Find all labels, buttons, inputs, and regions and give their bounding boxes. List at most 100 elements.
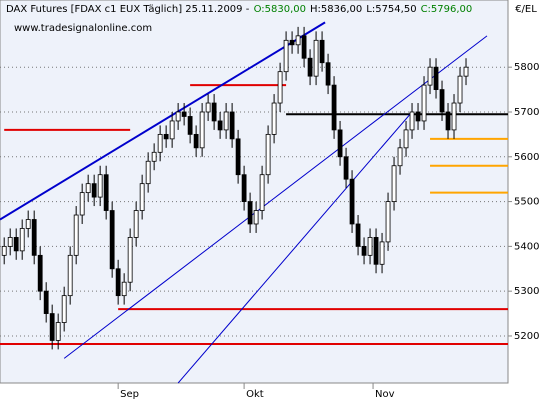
candle-body <box>1 245 7 256</box>
candle-body <box>193 133 199 149</box>
candle-body <box>73 214 79 256</box>
header-part: C:5796,00 <box>421 4 473 15</box>
y-tick-label: 5600 <box>514 152 539 163</box>
candle-body <box>307 57 313 77</box>
x-tick-label: Sep <box>120 389 139 400</box>
candle-body <box>13 237 19 252</box>
candle-body <box>169 120 175 140</box>
candle-body <box>109 210 115 270</box>
candle-body <box>457 75 463 104</box>
candle-body <box>121 281 127 297</box>
candle-body <box>331 84 337 131</box>
candle-body <box>19 228 25 252</box>
trend-line <box>177 111 413 384</box>
y-tick-label: 5500 <box>514 197 539 208</box>
y-tick-label: 5400 <box>514 241 539 252</box>
y-tick-label: 5200 <box>514 331 539 342</box>
candle-body <box>223 111 229 131</box>
candle-body <box>439 89 445 113</box>
candle-body <box>433 66 439 90</box>
header-part: L:5754,50 <box>366 4 416 15</box>
candle-body <box>67 254 73 297</box>
candle-body <box>349 178 355 225</box>
candle-body <box>91 183 97 198</box>
y-axis-label: €/EL <box>515 4 537 15</box>
candle-body <box>175 111 181 122</box>
candle-body <box>319 39 325 64</box>
candle-body <box>25 219 31 229</box>
candle-body <box>343 156 349 180</box>
candle-body <box>367 237 373 256</box>
candle-body <box>295 35 301 46</box>
x-tick-label: Okt <box>246 389 264 400</box>
candle-body <box>415 111 421 122</box>
candle-body <box>79 192 85 216</box>
candle-body <box>253 210 259 225</box>
candle-body <box>97 174 103 198</box>
trend-line <box>0 21 326 221</box>
candle-body <box>427 66 433 86</box>
candle-body <box>31 219 37 256</box>
candle-body <box>301 35 307 59</box>
candle-body <box>355 223 361 247</box>
candle-body <box>247 201 253 225</box>
candle-body <box>385 201 391 243</box>
candle-body <box>49 313 55 341</box>
candle-body <box>199 111 205 149</box>
candle-body <box>217 120 223 131</box>
header: DAX Futures [FDAX c1 EUX Täglich] 25.11.… <box>6 4 472 15</box>
candle-body <box>403 129 409 149</box>
candle-body <box>277 71 283 104</box>
candle-body <box>229 111 235 140</box>
header-part: O:5830,00 <box>254 4 306 15</box>
candle-body <box>337 129 343 158</box>
candle-body <box>325 62 331 86</box>
candle-body <box>181 111 187 117</box>
candle-body <box>259 174 265 211</box>
candle-body <box>421 84 427 122</box>
candle-body <box>409 111 415 131</box>
candle-body <box>379 241 385 265</box>
candle-body <box>463 66 469 77</box>
candle-body <box>163 133 169 140</box>
candle-body <box>235 138 241 176</box>
candle-body <box>61 295 67 323</box>
candle-body <box>289 39 295 46</box>
candle-body <box>37 254 43 292</box>
candle-body <box>55 322 61 341</box>
candle-body <box>127 237 133 283</box>
candle-body <box>151 151 157 162</box>
header-part: H:5836,00 <box>310 4 362 15</box>
y-tick-label: 5300 <box>514 286 539 297</box>
header-part: DAX Futures [FDAX c1 EUX Täglich] 25.11.… <box>6 4 250 15</box>
candle-body <box>205 102 211 113</box>
candle-body <box>145 160 151 185</box>
candle-body <box>397 147 403 167</box>
candle-body <box>133 210 139 238</box>
candle-body <box>115 268 121 297</box>
y-tick-label: 5800 <box>514 62 539 73</box>
candle-body <box>445 111 451 131</box>
y-tick-label: 5700 <box>514 107 539 118</box>
x-tick-label: Nov <box>375 389 395 400</box>
candle-body <box>271 102 277 135</box>
candle-body <box>391 165 397 202</box>
candle-body <box>103 174 109 211</box>
candle-body <box>451 102 457 131</box>
plot-area <box>0 0 509 384</box>
candle-body <box>157 133 163 153</box>
candle-body <box>361 245 367 256</box>
candle-body <box>85 183 91 194</box>
trend-line <box>63 35 488 359</box>
candle-body <box>241 174 247 202</box>
candle-body <box>211 102 217 122</box>
candle-body <box>7 237 13 247</box>
candle-body <box>43 290 49 314</box>
candle-body <box>313 39 319 77</box>
watermark: www.tradesignalonline.com <box>14 23 152 34</box>
candle-body <box>373 237 379 265</box>
candle-body <box>139 183 145 211</box>
candle-body <box>265 133 271 176</box>
candle-body <box>187 116 193 135</box>
